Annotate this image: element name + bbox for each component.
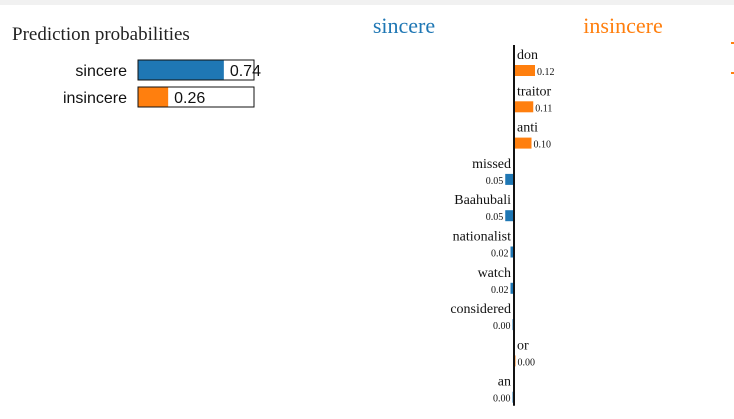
prob-bar-sincere xyxy=(138,60,224,80)
class-label-sincere: sincere xyxy=(373,13,435,38)
prob-label-insincere: insincere xyxy=(63,90,127,107)
feature-weight-don: 0.12 xyxy=(537,67,555,78)
feature-weight-considered: 0.00 xyxy=(493,321,511,332)
prob-bar-frame xyxy=(137,59,255,81)
feature-bar-missed xyxy=(505,173,514,185)
feature-name-Baahubali: Baahubali xyxy=(454,193,511,208)
feature-weight-Baahubali: 0.05 xyxy=(486,212,504,223)
feature-name-an: an xyxy=(498,375,511,390)
edge-marker xyxy=(731,72,734,74)
class-label-insincere: insincere xyxy=(583,13,662,38)
feature-weight-watch: 0.02 xyxy=(491,285,509,296)
feature-name-nationalist: nationalist xyxy=(453,230,511,245)
prob-bar-insincere xyxy=(138,87,169,107)
feature-bar-watch xyxy=(510,282,514,294)
feature-bar-don xyxy=(514,65,535,76)
feature-name-don: don xyxy=(517,48,538,63)
feature-weights-chart: don 0.12 traitor 0.11 anti 0.10 missed 0.05 Baah… xyxy=(450,45,555,406)
feature-weight-traitor: 0.11 xyxy=(535,103,552,114)
feature-weight-nationalist: 0.02 xyxy=(491,249,509,260)
feature-bar-anti xyxy=(514,137,532,149)
feature-name-anti: anti xyxy=(517,121,538,136)
feature-name-or: or xyxy=(517,338,529,353)
prob-value-insincere: 0.26 xyxy=(174,90,205,107)
prob-value-sincere: 0.74 xyxy=(230,63,261,80)
probabilities-title: Prediction probabilities xyxy=(12,24,190,45)
feature-weight-missed: 0.05 xyxy=(486,176,504,187)
probabilities-chart: sincere 0.74 insincere 0.26 xyxy=(63,59,261,108)
feature-name-considered: considered xyxy=(450,302,511,317)
prob-label-sincere: sincere xyxy=(75,63,127,80)
edge-marker xyxy=(731,42,734,44)
feature-weight-or: 0.00 xyxy=(518,357,536,368)
feature-name-traitor: traitor xyxy=(517,84,552,99)
feature-bar-nationalist xyxy=(510,246,514,258)
prob-bar-frame xyxy=(137,86,255,108)
feature-name-missed: missed xyxy=(472,157,511,172)
feature-weight-an: 0.00 xyxy=(493,394,511,405)
top-strip xyxy=(0,0,734,5)
feature-weight-anti: 0.10 xyxy=(534,140,552,151)
feature-bar-traitor xyxy=(514,101,534,113)
feature-name-watch: watch xyxy=(478,266,511,281)
feature-bar-Baahubali xyxy=(505,210,514,222)
